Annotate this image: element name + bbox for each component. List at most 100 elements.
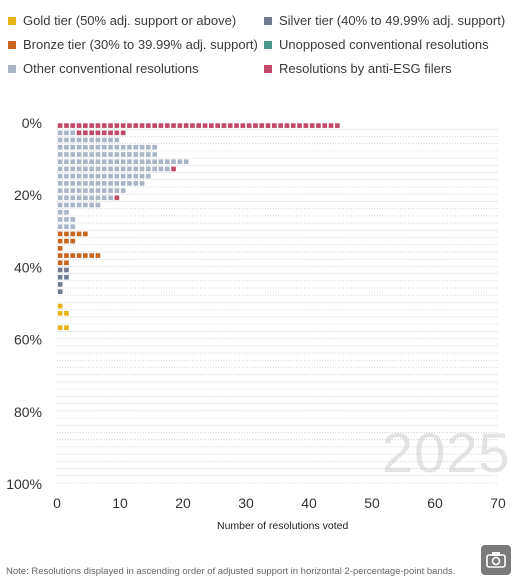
- waffle-square-other: [164, 159, 170, 165]
- y-tick-label: 20%: [14, 187, 42, 203]
- waffle-square-bronze: [70, 231, 76, 237]
- waffle-square-other: [95, 137, 101, 143]
- waffle-square-anti-esg: [328, 123, 334, 128]
- waffle-square-bronze: [76, 253, 82, 258]
- waffle-square-anti-esg: [265, 123, 271, 128]
- waffle-square-anti-esg: [76, 123, 82, 128]
- waffle-square-other: [95, 166, 101, 172]
- waffle-square-other: [139, 144, 145, 150]
- waffle-square-other: [70, 130, 76, 136]
- camera-icon[interactable]: [481, 545, 511, 575]
- waffle-square-bronze: [57, 260, 63, 266]
- waffle-square-other: [108, 173, 113, 179]
- waffle-square-other: [89, 195, 94, 201]
- waffle-square-other: [57, 173, 63, 179]
- waffle-square-anti-esg: [95, 130, 101, 136]
- waffle-square-anti-esg: [83, 123, 88, 128]
- waffle-square-anti-esg: [171, 123, 176, 128]
- waffle-square-other: [95, 181, 101, 186]
- x-tick-label: 50: [364, 495, 380, 511]
- waffle-square-anti-esg: [297, 123, 302, 128]
- waffle-square-other: [64, 173, 69, 179]
- waffle-square-other: [76, 173, 82, 179]
- waffle-square-other: [127, 144, 132, 150]
- waffle-square-other: [120, 152, 126, 157]
- waffle-square-other: [83, 188, 88, 193]
- waffle-square-anti-esg: [183, 123, 189, 128]
- y-tick-label: 60%: [14, 332, 42, 348]
- waffle-square-other: [95, 195, 101, 201]
- waffle-square-other: [70, 159, 76, 165]
- waffle-square-other: [114, 159, 120, 165]
- waffle-square-anti-esg: [83, 130, 88, 136]
- waffle-square-other: [64, 144, 69, 150]
- waffle-square-other: [108, 137, 113, 143]
- waffle-square-other: [64, 181, 69, 186]
- waffle-square-other: [57, 144, 63, 150]
- waffle-square-other: [101, 152, 107, 157]
- waffle-square-other: [89, 152, 94, 157]
- waffle-square-other: [95, 188, 101, 193]
- y-tick-label: 80%: [14, 404, 42, 420]
- waffle-square-other: [70, 188, 76, 193]
- waffle-square-other: [120, 173, 126, 179]
- waffle-square-other: [57, 181, 63, 186]
- waffle-square-anti-esg: [101, 130, 107, 136]
- legend-label: Unopposed conventional resolutions: [279, 37, 489, 52]
- waffle-square-anti-esg: [259, 123, 265, 128]
- waffle-square-other: [101, 173, 107, 179]
- waffle-square-other: [120, 188, 126, 193]
- waffle-square-bronze: [64, 231, 69, 237]
- waffle-square-other: [70, 202, 76, 208]
- waffle-square-other: [83, 152, 88, 157]
- waffle-square-other: [101, 166, 107, 172]
- waffle-square-other: [133, 181, 139, 186]
- waffle-square-bronze: [83, 253, 88, 258]
- legend-item-silver: Silver tier (40% to 49.99% adj. support): [264, 13, 505, 28]
- waffle-square-anti-esg: [146, 123, 151, 128]
- waffle-square-other: [146, 159, 151, 165]
- waffle-square-other: [70, 137, 76, 143]
- waffle-square-anti-esg: [114, 130, 120, 136]
- waffle-square-other: [152, 144, 157, 150]
- waffle-square-anti-esg: [202, 123, 208, 128]
- waffle-square-other: [101, 144, 107, 150]
- waffle-square-anti-esg: [164, 123, 170, 128]
- y-tick-label: 40%: [14, 259, 42, 275]
- x-tick-label: 0: [53, 495, 61, 511]
- waffle-square-other: [89, 181, 94, 186]
- waffle-square-other: [57, 130, 63, 136]
- waffle-square-other: [183, 159, 189, 165]
- waffle-square-gold: [57, 303, 63, 309]
- waffle-square-other: [95, 159, 101, 165]
- x-tick-label: 70: [490, 495, 506, 511]
- waffle-square-anti-esg: [127, 123, 132, 128]
- waffle-square-other: [108, 166, 113, 172]
- waffle-square-other: [133, 152, 139, 157]
- waffle-square-other: [57, 217, 63, 222]
- waffle-square-other: [164, 166, 170, 172]
- waffle-square-other: [64, 209, 69, 215]
- waffle-chart: 0% 20% 40% 60% 80% 100% 0 10 20 30 40 50 60 70: [6, 115, 506, 511]
- waffle-square-other: [108, 152, 113, 157]
- waffle-square-other: [89, 188, 94, 193]
- waffle-square-other: [57, 166, 63, 172]
- legend-label: Silver tier (40% to 49.99% adj. support): [279, 13, 506, 28]
- waffle-square-other: [76, 137, 82, 143]
- waffle-square-other: [64, 159, 69, 165]
- waffle-square-other: [108, 159, 113, 165]
- x-tick-label: 60: [427, 495, 443, 511]
- waffle-square-other: [57, 202, 63, 208]
- waffle-square-anti-esg: [190, 123, 195, 128]
- waffle-square-bronze: [57, 253, 63, 258]
- waffle-square-other: [95, 202, 101, 208]
- waffle-square-anti-esg: [177, 123, 183, 128]
- waffle-square-other: [57, 209, 63, 215]
- waffle-square-bronze: [76, 231, 82, 237]
- waffle-square-bronze: [89, 253, 94, 258]
- waffle-square-other: [114, 137, 120, 143]
- year-watermark: 2025: [382, 421, 511, 484]
- waffle-square-other: [64, 152, 69, 157]
- waffle-square-silver: [57, 282, 63, 287]
- waffle-square-bronze: [64, 253, 69, 258]
